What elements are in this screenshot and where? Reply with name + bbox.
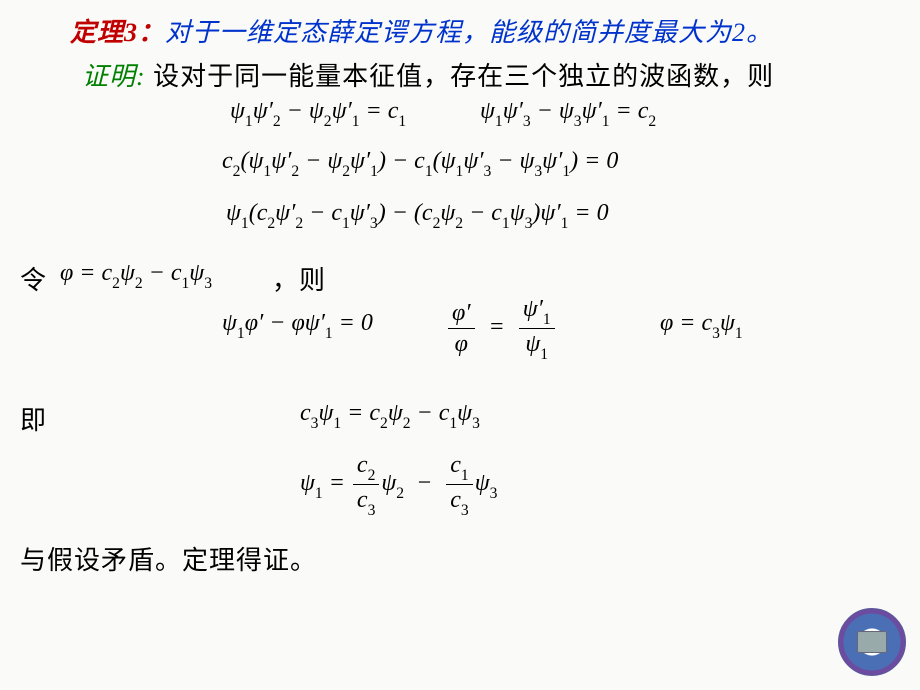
equation-4c: φ = c3ψ1 [660,310,743,341]
equation-5: c3ψ1 = c2ψ2 − c1ψ3 [300,400,480,431]
equation-4b: φ′φ = ψ′1ψ1 [446,296,557,361]
equation-1a: ψ1ψ′2 − ψ2ψ′1 = c1 [230,98,406,129]
theorem-tag: 定理3： [70,18,165,47]
proof-line: 证明: 设对于同一能量本征值，存在三个独立的波函数，则 [82,56,774,93]
university-logo [838,608,906,676]
equation-1b: ψ1ψ′3 − ψ3ψ′1 = c2 [480,98,656,129]
proof-text: 设对于同一能量本征值，存在三个独立的波函数，则 [153,62,774,91]
conclusion: 与假设矛盾。定理得证。 [20,540,317,577]
equation-2: c2(ψ1ψ′2 − ψ2ψ′1) − c1(ψ1ψ′3 − ψ3ψ′1) = … [222,148,618,179]
theorem-line: 定理3：对于一维定态薛定谔方程，能级的简并度最大为2。 [70,12,773,49]
proof-tag: 证明: [82,62,146,91]
let-label: 令 [20,260,47,297]
equation-3: ψ1(c2ψ′2 − c1ψ′3) − (c2ψ2 − c1ψ3)ψ′1 = 0 [226,200,609,231]
then-label: ，则 [272,260,326,297]
let-equation: φ = c2ψ2 − c1ψ3 [60,260,212,291]
theorem-text: 对于一维定态薛定谔方程，能级的简并度最大为2。 [165,18,773,47]
equation-4a: ψ1φ′ − φψ′1 = 0 [222,310,373,341]
equation-6: ψ1 = c2c3ψ2 − c1c3ψ3 [300,452,497,517]
ji-label: 即 [20,400,47,437]
